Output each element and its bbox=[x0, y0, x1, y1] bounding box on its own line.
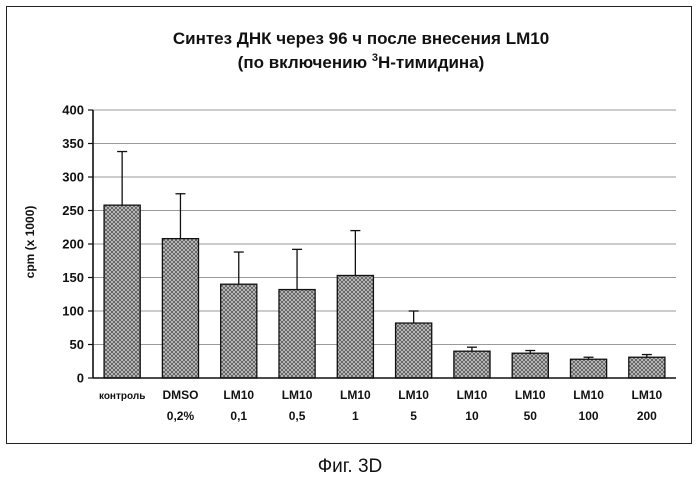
chart-title-line-1: Синтез ДНК через 96 ч после внесения LM1… bbox=[173, 29, 549, 48]
chart-title-line-2: (по включению 3H-тимидина) bbox=[238, 52, 485, 72]
y-tick-label: 50 bbox=[70, 337, 84, 352]
x-tick-label: 1 bbox=[352, 409, 359, 423]
y-tick-label: 250 bbox=[62, 203, 84, 218]
x-tick-label: LM10 bbox=[340, 388, 371, 402]
y-tick-label: 150 bbox=[62, 270, 84, 285]
x-tick-label: LM10 bbox=[223, 388, 254, 402]
y-axis-label: cpm (x 1000) bbox=[23, 206, 37, 279]
x-tick-label: LM10 bbox=[282, 388, 313, 402]
x-tick-label: LM10 bbox=[632, 388, 663, 402]
bar bbox=[512, 353, 548, 378]
bar bbox=[162, 239, 198, 378]
bars bbox=[104, 152, 665, 378]
x-tick-label: 0,2% bbox=[167, 409, 195, 423]
bar bbox=[629, 357, 665, 378]
bar-chart: Синтез ДНК через 96 ч после внесения LM1… bbox=[0, 0, 700, 450]
x-tick-label: 0,5 bbox=[289, 409, 306, 423]
x-tick-label: 200 bbox=[637, 409, 657, 423]
x-tick-label: контроль bbox=[99, 391, 145, 402]
x-tick-label: 5 bbox=[410, 409, 417, 423]
title-suffix: H-тимидина) bbox=[378, 53, 484, 72]
y-tick-label: 200 bbox=[62, 237, 84, 252]
y-tick-label: 350 bbox=[62, 136, 84, 151]
bar bbox=[337, 275, 373, 378]
y-tick-label: 100 bbox=[62, 304, 84, 319]
y-tick-label: 0 bbox=[77, 371, 84, 386]
bar bbox=[570, 359, 606, 378]
y-tick-label: 400 bbox=[62, 103, 84, 118]
bar bbox=[396, 323, 432, 378]
x-tick-label: 10 bbox=[465, 409, 479, 423]
x-tick-label: DMSO bbox=[162, 388, 198, 402]
bar bbox=[454, 351, 490, 378]
bar bbox=[279, 290, 315, 378]
x-tick-label: LM10 bbox=[573, 388, 604, 402]
bar bbox=[104, 205, 140, 378]
x-tick-label: 50 bbox=[524, 409, 538, 423]
x-tick-label: LM10 bbox=[398, 388, 429, 402]
figure-caption: Фиг. 3D bbox=[0, 456, 700, 478]
x-tick-label: LM10 bbox=[515, 388, 546, 402]
x-tick-label: 0,1 bbox=[230, 409, 247, 423]
title-prefix: (по включению bbox=[238, 53, 372, 72]
x-tick-label: LM10 bbox=[457, 388, 488, 402]
y-tick-label: 300 bbox=[62, 170, 84, 185]
bar bbox=[221, 284, 257, 378]
x-tick-label: 100 bbox=[579, 409, 599, 423]
